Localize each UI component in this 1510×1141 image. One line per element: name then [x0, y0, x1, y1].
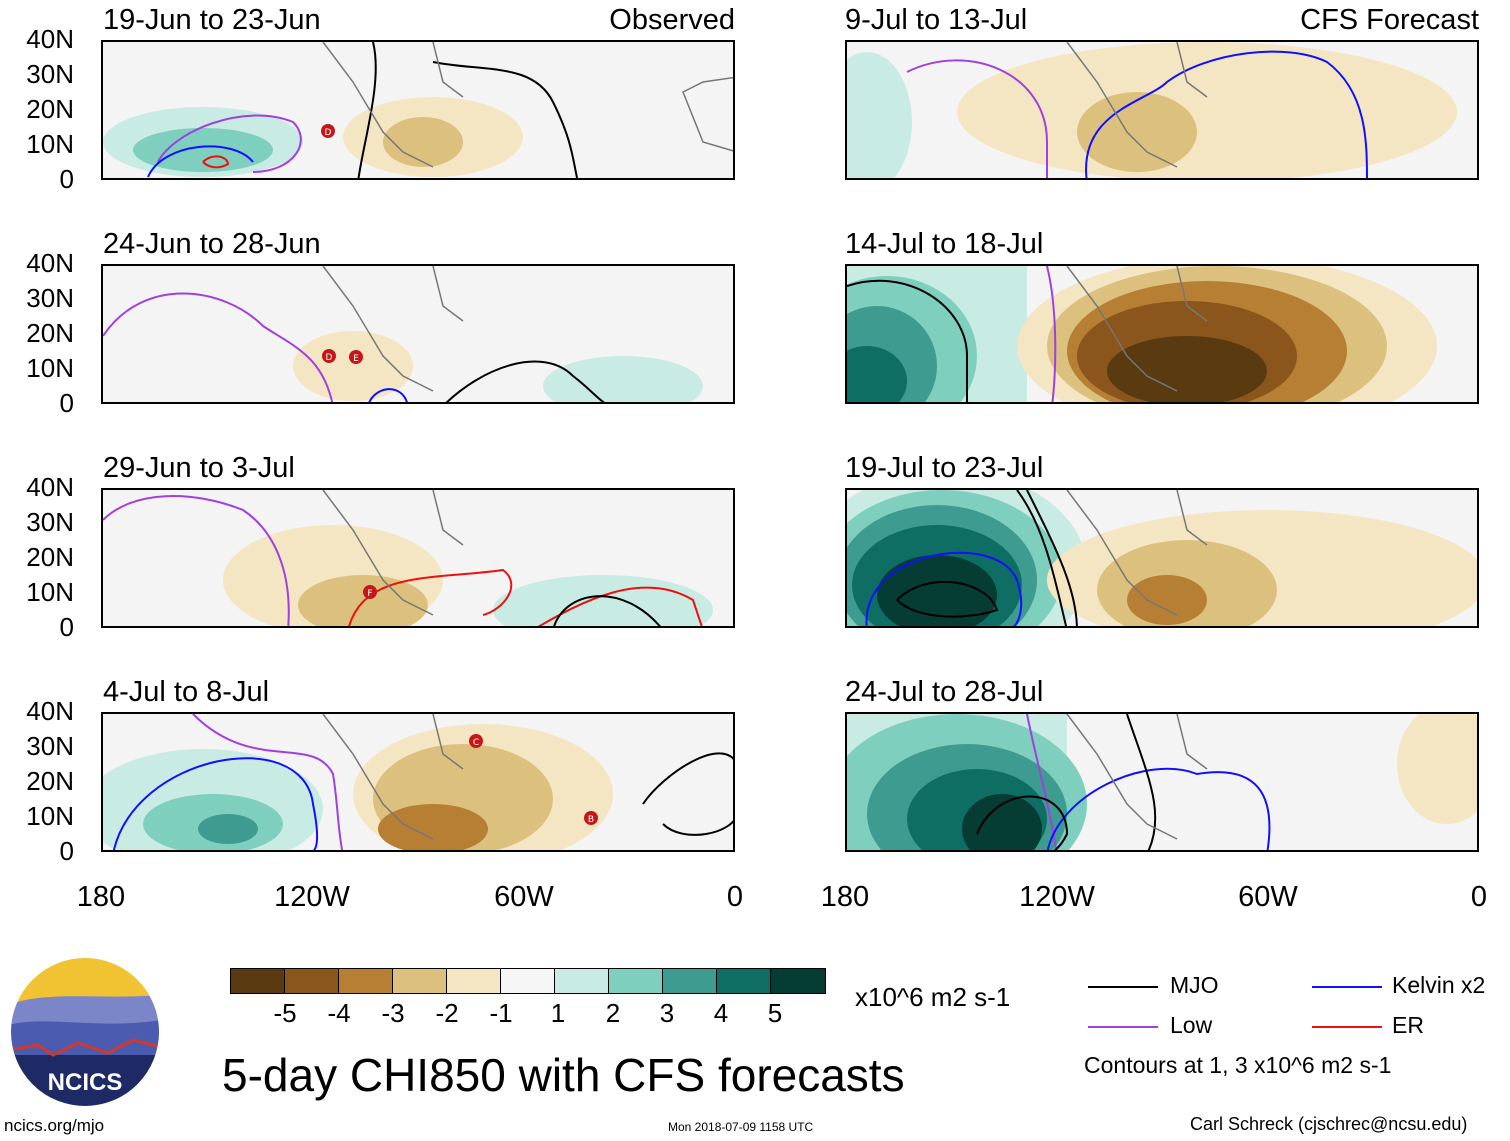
lat-label: 10N [26, 577, 74, 607]
map-fc-2 [847, 266, 1437, 402]
lon-label: 0 [1470, 881, 1488, 913]
map-fc-4 [847, 714, 1477, 850]
lat-label: 10N [26, 129, 74, 159]
colorbar-swatch [393, 969, 447, 993]
lat-label: 40N [26, 248, 74, 278]
lon-label: 0 [726, 881, 744, 913]
legend-swatch-mjo [1088, 986, 1158, 988]
footer-author: Carl Schreck (cjschrec@ncsu.edu) [1190, 1114, 1468, 1134]
footer-timestamp: Mon 2018-07-09 1158 UTC [668, 1120, 814, 1134]
legend-label-low: Low [1170, 1012, 1213, 1038]
lon-label: 180 [820, 881, 870, 913]
main-title: 5-day CHI850 with CFS forecasts [222, 1049, 905, 1101]
colorbar-swatch [663, 969, 717, 993]
colorbar-label: 3 [659, 998, 675, 1028]
panel-observed-1 [101, 40, 735, 180]
lat-label: 20N [26, 94, 74, 124]
map-fc-3 [847, 490, 1477, 626]
ncics-logo: NCICS [9, 956, 161, 1108]
colorbar-label: 2 [605, 998, 621, 1028]
panel-forecast-4 [845, 712, 1479, 852]
lat-label: 40N [26, 24, 74, 54]
lat-label: 30N [26, 507, 74, 537]
map-obs-4 [103, 714, 733, 850]
map-obs-1 [103, 42, 733, 178]
lon-label: 180 [76, 881, 126, 913]
colorbar-label: -2 [435, 998, 459, 1028]
legend-note: Contours at 1, 3 x10^6 m2 s-1 [1084, 1052, 1392, 1078]
lat-label: 30N [26, 59, 74, 89]
legend-label-kelvin: Kelvin x2 [1392, 972, 1486, 998]
panel-title: 14-Jul to 18-Jul [845, 228, 1044, 260]
forecast-label: CFS Forecast [1300, 4, 1479, 36]
map-obs-3 [103, 490, 713, 626]
panel-forecast-2 [845, 264, 1479, 404]
colorbar-swatch [717, 969, 771, 993]
legend-label-er: ER [1392, 1012, 1424, 1038]
colorbar-label: -5 [273, 998, 297, 1028]
lat-label: 10N [26, 801, 74, 831]
lat-label: 20N [26, 542, 74, 572]
colorbar-swatch [447, 969, 501, 993]
colorbar-label: 4 [713, 998, 729, 1028]
panel-title: 29-Jun to 3-Jul [103, 452, 295, 484]
lon-label: 60W [494, 881, 554, 913]
panel-observed-3 [101, 488, 735, 628]
lat-label: 30N [26, 731, 74, 761]
colorbar-label: 5 [767, 998, 783, 1028]
lat-label: 40N [26, 472, 74, 502]
panel-title: 24-Jul to 28-Jul [845, 676, 1044, 708]
colorbar-label: -1 [489, 998, 513, 1028]
legend-swatch-kelvin [1312, 986, 1382, 988]
colorbar-swatch [285, 969, 339, 993]
colorbar-swatch [231, 969, 285, 993]
colorbar-label: -4 [327, 998, 351, 1028]
colorbar-swatch [339, 969, 393, 993]
panel-title: 19-Jun to 23-Jun [103, 4, 321, 36]
lon-label: 120W [274, 881, 350, 913]
observed-label: Observed [609, 4, 735, 36]
colorbar-label: -3 [381, 998, 405, 1028]
map-obs-2 [103, 266, 703, 402]
panel-title: 19-Jul to 23-Jul [845, 452, 1044, 484]
lat-label: 20N [26, 766, 74, 796]
lat-label: 10N [26, 353, 74, 383]
footer-url: ncics.org/mjo [4, 1116, 105, 1135]
panel-title: 9-Jul to 13-Jul [845, 4, 1028, 36]
colorbar-swatch [771, 969, 825, 993]
lon-label: 120W [1019, 881, 1095, 913]
panel-title: 4-Jul to 8-Jul [103, 676, 270, 708]
lat-label: 0 [59, 836, 74, 866]
legend-swatch-er [1312, 1026, 1382, 1028]
panel-forecast-3 [845, 488, 1479, 628]
colorbar-units: x10^6 m2 s-1 [855, 982, 1011, 1012]
lat-label: 0 [59, 388, 74, 418]
colorbar-label: 1 [550, 998, 566, 1028]
panel-title: 24-Jun to 28-Jun [103, 228, 321, 260]
lat-label: 0 [59, 612, 74, 642]
legend-label-mjo: MJO [1170, 972, 1219, 998]
legend-swatch-low [1088, 1026, 1158, 1028]
panel-forecast-1 [845, 40, 1479, 180]
colorbar-swatch [555, 969, 609, 993]
panel-observed-4 [101, 712, 735, 852]
panel-observed-2 [101, 264, 735, 404]
lat-label: 20N [26, 318, 74, 348]
colorbar-swatch [609, 969, 663, 993]
colorbar [230, 968, 826, 994]
lon-label: 60W [1238, 881, 1298, 913]
colorbar-swatch [501, 969, 555, 993]
logo-text: NCICS [48, 1069, 123, 1096]
lat-label: 0 [59, 164, 74, 194]
lat-label: 30N [26, 283, 74, 313]
lat-label: 40N [26, 696, 74, 726]
map-fc-1 [847, 42, 1457, 178]
